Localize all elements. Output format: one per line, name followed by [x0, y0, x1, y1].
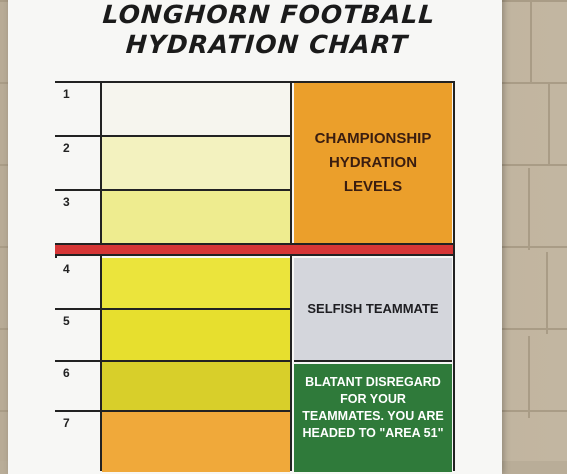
hydration-grid: 1 2 3 4 5 6 7 CHAMPIONSHIP HYDRATION LEV… — [55, 81, 455, 472]
level-cell: 1 — [55, 83, 100, 137]
category-championship: CHAMPIONSHIP HYDRATION LEVELS — [294, 83, 452, 245]
urine-color-swatch — [102, 83, 290, 137]
level-number: 5 — [63, 314, 70, 328]
urine-color-swatch — [102, 412, 290, 472]
level-number: 3 — [63, 195, 70, 209]
category-blatant-disregard: BLATANT DISREGARD FOR YOUR TEAMMATES. YO… — [294, 364, 452, 472]
level-cell: 5 — [55, 310, 100, 362]
level-number: 4 — [63, 262, 70, 276]
title-line-1: LONGHORN FOOTBALL — [101, 0, 437, 29]
level-cell: 7 — [55, 412, 100, 472]
level-number: 1 — [63, 87, 70, 101]
level-number: 2 — [63, 141, 70, 155]
category-label: BLATANT DISREGARD FOR YOUR TEAMMATES. YO… — [302, 375, 444, 440]
level-cell: 2 — [55, 137, 100, 191]
danger-line — [55, 243, 453, 256]
poster-title: LONGHORN FOOTBALL HYDRATION CHART — [58, 0, 478, 60]
urine-color-swatch — [102, 137, 290, 191]
urine-color-swatch — [102, 258, 290, 310]
level-cell: 6 — [55, 362, 100, 412]
category-label: SELFISH TEAMMATE — [307, 301, 439, 316]
level-cell: 4 — [55, 258, 100, 310]
title-line-2: HYDRATION CHART — [124, 30, 410, 59]
category-selfish-teammate: SELFISH TEAMMATE — [294, 258, 452, 362]
urine-color-swatch — [102, 310, 290, 362]
urine-color-swatch — [102, 362, 290, 412]
category-label: CHAMPIONSHIP HYDRATION LEVELS — [314, 130, 432, 195]
level-number: 7 — [63, 416, 70, 430]
level-number: 6 — [63, 366, 70, 380]
urine-color-swatch — [102, 191, 290, 245]
level-cell: 3 — [55, 191, 100, 245]
